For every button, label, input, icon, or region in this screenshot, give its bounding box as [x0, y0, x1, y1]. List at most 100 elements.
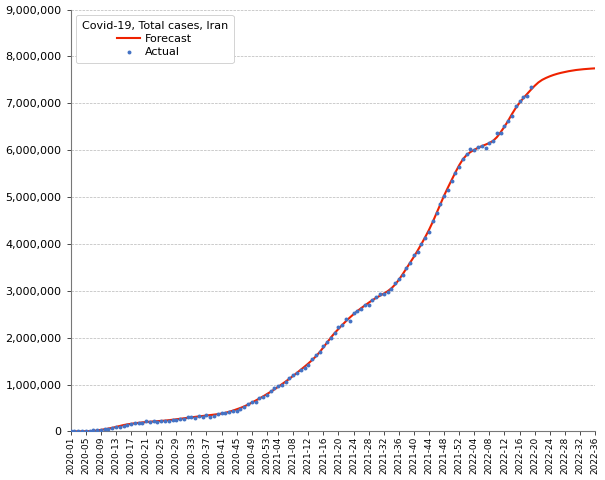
Actual [522, 92, 532, 99]
Actual [330, 329, 339, 336]
Actual [240, 403, 249, 411]
Actual [315, 348, 324, 356]
Actual [107, 424, 117, 432]
Actual [137, 419, 147, 427]
Actual [360, 301, 370, 309]
Actual [217, 409, 226, 417]
Actual [500, 122, 509, 130]
Actual [160, 417, 170, 424]
Actual [149, 418, 159, 425]
Actual [152, 418, 162, 426]
Actual [284, 374, 294, 382]
Actual [364, 301, 373, 309]
Actual [179, 415, 189, 422]
Actual [103, 425, 113, 432]
Actual [235, 405, 245, 412]
Actual [299, 364, 309, 372]
Forecast [86, 428, 93, 434]
Forecast [591, 65, 598, 71]
Forecast [584, 66, 591, 72]
Actual [183, 413, 192, 420]
Actual [198, 413, 208, 420]
Legend: Forecast, Actual: Forecast, Actual [76, 15, 234, 63]
Actual [168, 416, 177, 423]
Actual [292, 370, 302, 377]
Actual [424, 228, 434, 236]
Actual [164, 417, 174, 425]
Actual [93, 426, 102, 434]
Actual [77, 427, 87, 435]
Actual [88, 427, 98, 434]
Actual [387, 285, 396, 293]
Actual [439, 192, 449, 200]
Actual [142, 418, 151, 425]
Actual [243, 400, 253, 408]
Actual [518, 93, 528, 100]
Actual [405, 259, 415, 266]
Actual [515, 97, 525, 105]
Actual [250, 398, 260, 406]
Actual [394, 276, 404, 283]
Actual [348, 309, 358, 317]
Actual [255, 395, 264, 402]
Actual [96, 426, 106, 434]
Actual [511, 102, 520, 110]
Actual [345, 317, 355, 324]
Actual [262, 391, 272, 399]
Actual [258, 393, 268, 401]
Actual [85, 427, 94, 435]
Actual [156, 418, 166, 425]
Actual [428, 217, 437, 225]
Actual [436, 201, 445, 208]
Actual [526, 84, 535, 91]
Actual [375, 290, 385, 298]
Actual [341, 315, 351, 323]
Actual [270, 384, 280, 392]
Actual [201, 411, 211, 419]
Actual [443, 186, 453, 194]
Actual [454, 163, 464, 170]
Actual [417, 240, 427, 248]
Actual [119, 422, 128, 430]
Forecast [327, 335, 335, 340]
Actual [488, 137, 498, 144]
Actual [70, 428, 79, 435]
Actual [397, 271, 407, 279]
Actual [130, 420, 140, 427]
Actual [66, 427, 76, 435]
Actual [466, 145, 476, 153]
Actual [191, 414, 200, 421]
Actual [277, 381, 287, 389]
Actual [402, 264, 411, 272]
Line: Forecast: Forecast [71, 68, 595, 432]
Actual [496, 129, 506, 136]
Actual [319, 342, 329, 350]
Actual [413, 248, 422, 255]
Actual [273, 382, 283, 390]
Actual [338, 321, 347, 329]
Actual [134, 420, 143, 427]
Actual [469, 145, 479, 153]
Actual [409, 252, 419, 259]
Actual [224, 408, 234, 416]
Actual [111, 423, 121, 431]
Actual [492, 129, 502, 137]
Actual [446, 177, 456, 185]
Actual [81, 428, 91, 435]
Actual [115, 423, 125, 431]
Forecast [97, 427, 105, 433]
Actual [451, 169, 460, 177]
Actual [481, 144, 491, 152]
Actual [247, 398, 257, 406]
Actual [379, 290, 388, 298]
Actual [266, 387, 275, 395]
Actual [420, 234, 430, 241]
Actual [100, 425, 110, 433]
Actual [458, 156, 468, 163]
Actual [326, 335, 336, 342]
Actual [220, 409, 230, 417]
Actual [145, 418, 155, 426]
Actual [281, 378, 290, 385]
Actual [477, 143, 486, 150]
Actual [206, 413, 215, 420]
